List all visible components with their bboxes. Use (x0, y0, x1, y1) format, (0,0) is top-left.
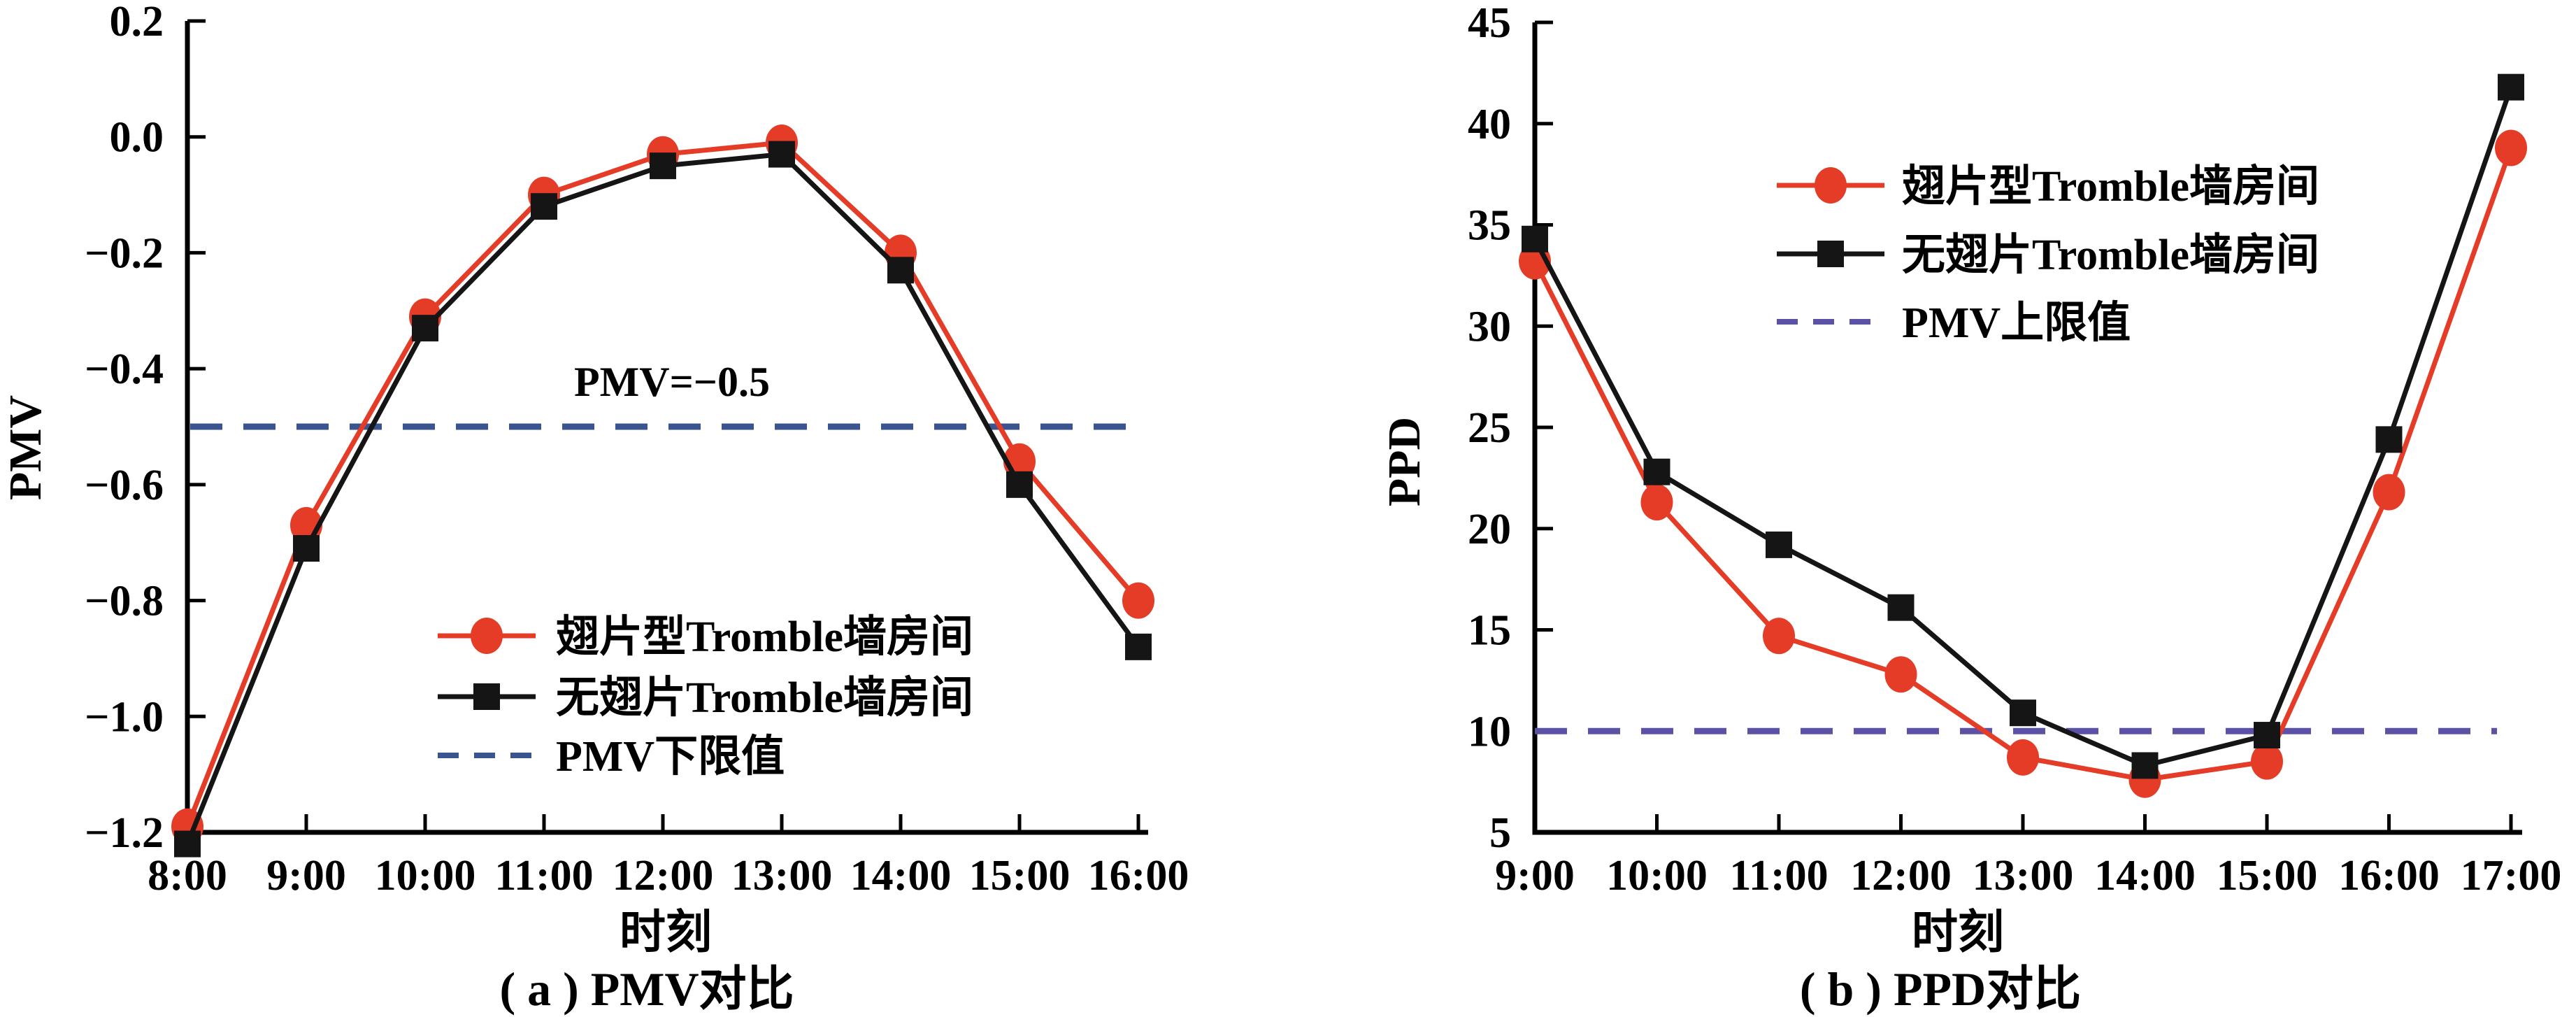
pmv-panel-caption: ( a ) PMV对比 (499, 962, 794, 1016)
ppd-y-tick-label: 10 (1468, 708, 1511, 755)
ppd-y-tick-label: 20 (1468, 506, 1511, 553)
pmv-marker-square (1125, 633, 1152, 660)
ppd-marker-square (1766, 531, 1792, 558)
pmv-series-line-0 (185, 140, 1140, 827)
ppd-x-tick-label: 11:00 (1729, 852, 1828, 899)
pmv-x-tick-label: 9:00 (266, 852, 346, 899)
ppd-marker-square (2010, 699, 2036, 727)
ppd-y-tick-label: 5 (1489, 809, 1511, 857)
ppd-x-tick-label: 15:00 (2217, 852, 2318, 899)
pmv-y-tick-label: −0.2 (85, 229, 164, 277)
ppd-x-tick-label: 16:00 (2338, 852, 2440, 899)
ppd-marker-circle (1884, 656, 1917, 693)
pmv-marker-square (887, 257, 914, 284)
ppd-y-tick-label: 35 (1468, 202, 1511, 250)
pmv-x-tick-label: 13:00 (731, 852, 833, 899)
ppd-x-tick-label: 14:00 (2094, 852, 2196, 899)
ppd-panel-caption: ( b ) PPD对比 (1800, 962, 2081, 1016)
ppd-y-tick-label: 15 (1468, 607, 1511, 655)
pmv-y-tick-label: −1.2 (85, 809, 164, 857)
ppd-marker-square (1887, 594, 1915, 621)
ppd-legend-label: PMV上限值 (1902, 299, 2131, 347)
pmv-y-tick-label: −0.8 (85, 578, 164, 625)
pmv-annotation: PMV=−0.5 (574, 359, 770, 405)
pmv-xlabel: 时刻 (620, 907, 712, 958)
pmv-legend-marker-square (473, 683, 500, 710)
ppd-x-tick-label: 10:00 (1606, 852, 1708, 899)
pmv-x-tick-label: 10:00 (375, 852, 476, 899)
ppd-marker-square (2375, 426, 2403, 453)
ppd-marker-square (2254, 722, 2280, 749)
ppd-y-tick-label: 40 (1468, 101, 1511, 148)
ppd-x-tick-label: 13:00 (1973, 852, 2074, 899)
ppd-x-tick-label: 17:00 (2461, 852, 2562, 899)
pmv-legend-label: 无翅片Tromble墙房间 (556, 674, 973, 722)
ppd-xlabel: 时刻 (1912, 907, 2004, 958)
pmv-x-tick-label: 11:00 (494, 852, 593, 899)
pmv-ylabel: PMV (0, 395, 51, 500)
ppd-marker-circle (2251, 743, 2283, 780)
pmv-legend-label: 翅片型Tromble墙房间 (556, 613, 973, 661)
pmv-marker-circle (1122, 582, 1154, 619)
ppd-legend-marker-square (1817, 241, 1844, 267)
ppd-marker-circle (2495, 129, 2527, 166)
ppd-marker-circle (1640, 484, 1673, 521)
pmv-x-tick-label: 12:00 (613, 852, 714, 899)
pmv-marker-square (412, 315, 438, 342)
ppd-legend-marker-circle (1815, 167, 1847, 204)
pmv-x-tick-label: 16:00 (1088, 852, 1189, 899)
pmv-y-tick-label: −0.6 (85, 462, 164, 509)
ppd-y-tick-label: 25 (1468, 404, 1511, 452)
ppd-y-tick-label: 30 (1468, 303, 1511, 350)
pmv-marker-square (768, 141, 795, 168)
pmv-x-tick-label: 15:00 (969, 852, 1071, 899)
pmv-y-tick-label: −0.4 (85, 346, 164, 393)
ppd-legend-label: 翅片型Tromble墙房间 (1902, 162, 2319, 211)
pmv-marker-square (293, 535, 320, 562)
ppd-x-tick-label: 12:00 (1850, 852, 1952, 899)
ppd-marker-circle (2007, 739, 2039, 776)
ppd-legend-label: 无翅片Tromble墙房间 (1902, 231, 2319, 279)
ppd-x-tick-label: 9:00 (1495, 852, 1575, 899)
pmv-legend-marker-circle (471, 618, 503, 654)
ppd-marker-circle (1763, 618, 1795, 655)
pmv-legend-label: PMV下限值 (556, 732, 785, 781)
ppd-marker-square (1522, 225, 1548, 253)
ppd-marker-square (2498, 73, 2524, 101)
ppd-marker-square (2131, 752, 2159, 779)
pmv-y-tick-label: 0.0 (110, 114, 164, 162)
pmv-y-tick-label: −1.0 (85, 693, 164, 741)
pmv-x-tick-label: 14:00 (850, 852, 952, 899)
pmv-x-tick-label: 8:00 (148, 852, 227, 899)
ppd-y-tick-label: 45 (1468, 0, 1511, 47)
pmv-marker-square (174, 830, 201, 858)
ppd-ylabel: PPD (1379, 417, 1430, 506)
pmv-y-tick-label: 0.2 (110, 0, 164, 45)
pmv-marker-square (650, 152, 676, 180)
ppd-marker-square (1643, 458, 1670, 485)
pmv-marker-square (1006, 471, 1033, 498)
pmv-marker-square (531, 193, 557, 220)
ppd-marker-circle (2373, 474, 2405, 511)
